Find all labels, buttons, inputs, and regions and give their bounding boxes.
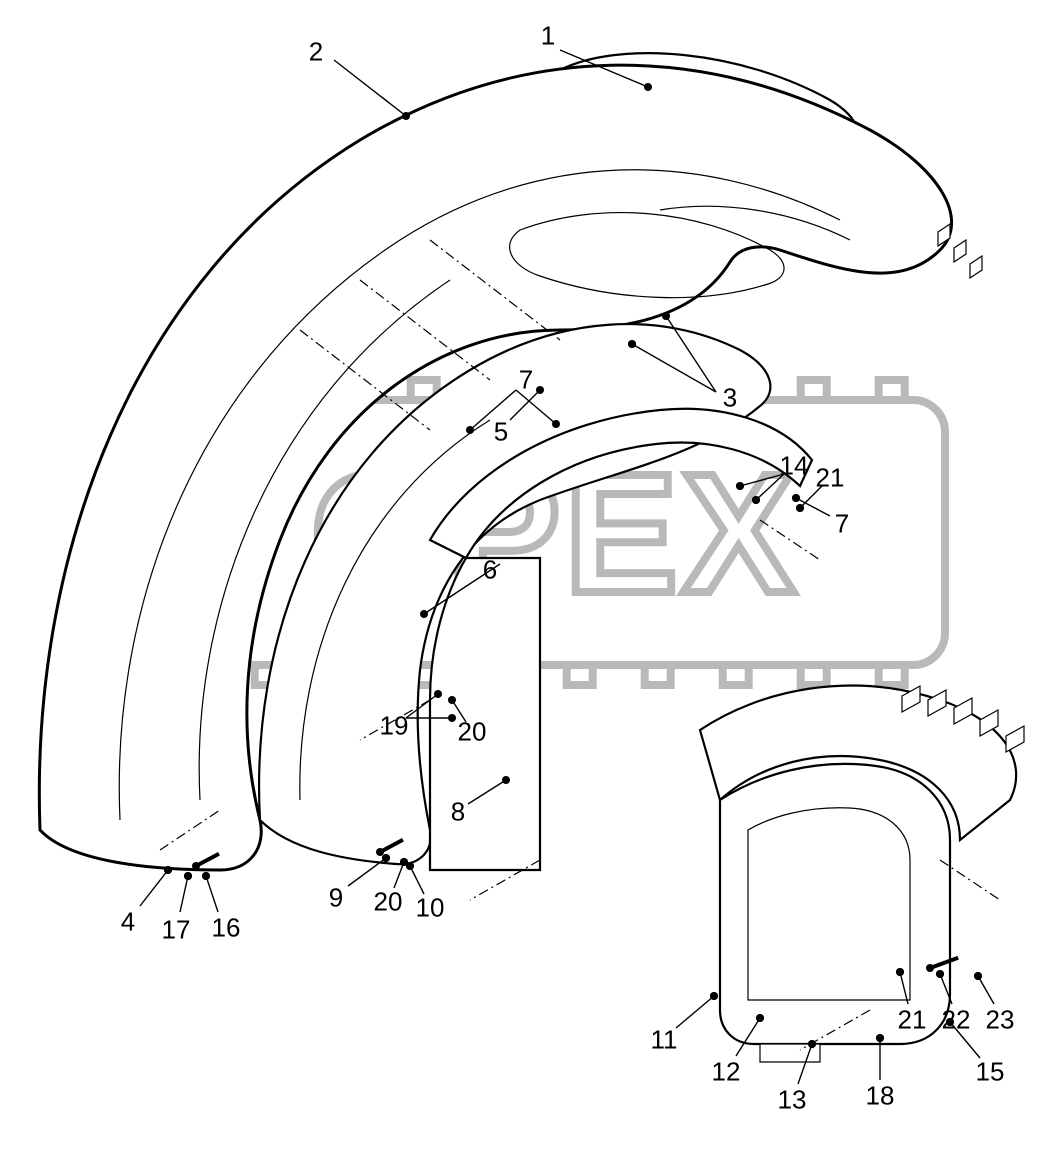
callout-label-11: 11 <box>651 1025 678 1056</box>
callout-label-22: 22 <box>942 1005 971 1036</box>
callout-dot <box>164 866 172 874</box>
callout-dot <box>710 992 718 1000</box>
callout-dot <box>792 494 800 502</box>
callout-dot <box>628 340 636 348</box>
callout-label-8: 8 <box>451 797 465 828</box>
callout-label-14: 14 <box>780 451 809 482</box>
callout-label-9: 9 <box>329 883 343 914</box>
callout-dot <box>974 972 982 980</box>
callout-dot <box>502 776 510 784</box>
callout-dot <box>796 504 804 512</box>
callout-label-3: 3 <box>723 383 737 414</box>
callout-dot <box>466 426 474 434</box>
callout-leader <box>334 60 406 116</box>
callout-label-20: 20 <box>458 717 487 748</box>
callout-label-6: 6 <box>483 555 497 586</box>
callout-leader <box>140 870 168 906</box>
callout-dot <box>876 1034 884 1042</box>
callout-label-15: 15 <box>976 1057 1005 1088</box>
callout-dot <box>736 482 744 490</box>
callout-dot <box>420 610 428 618</box>
callout-leader <box>180 876 188 912</box>
part-rear-bracket-body <box>720 764 950 1044</box>
callout-dot <box>184 872 192 880</box>
callout-label-21: 21 <box>816 463 845 494</box>
callout-label-21: 21 <box>898 1005 927 1036</box>
callout-label-12: 12 <box>712 1057 741 1088</box>
callout-dot <box>808 1040 816 1048</box>
parts-group <box>39 53 1024 1062</box>
callout-leader <box>206 876 218 912</box>
callout-label-7: 7 <box>835 509 849 540</box>
callout-dot <box>536 386 544 394</box>
callout-label-23: 23 <box>986 1005 1015 1036</box>
callout-dot <box>448 714 456 722</box>
callout-dot <box>434 690 442 698</box>
callout-leader <box>978 976 994 1004</box>
callout-label-10: 10 <box>416 893 445 924</box>
callout-label-7: 7 <box>519 365 533 396</box>
callout-label-13: 13 <box>778 1085 807 1116</box>
callout-leader <box>410 866 424 894</box>
part-splash-flap <box>430 558 540 870</box>
callout-label-4: 4 <box>121 907 135 938</box>
callout-label-18: 18 <box>866 1081 895 1112</box>
callout-label-17: 17 <box>162 915 191 946</box>
callout-leader <box>676 996 714 1028</box>
callout-dot <box>382 854 390 862</box>
callout-label-2: 2 <box>309 37 323 68</box>
callout-dot <box>752 496 760 504</box>
callout-label-20: 20 <box>374 887 403 918</box>
callout-leader <box>394 862 404 888</box>
callout-dot <box>662 312 670 320</box>
callout-label-1: 1 <box>541 21 555 52</box>
callout-dot <box>202 872 210 880</box>
callout-dot <box>644 83 652 91</box>
callout-leader <box>348 858 386 886</box>
callout-dot <box>448 696 456 704</box>
callout-label-16: 16 <box>212 913 241 944</box>
callout-label-5: 5 <box>494 417 508 448</box>
callout-dot <box>936 970 944 978</box>
callout-label-19: 19 <box>380 711 409 742</box>
callout-dot <box>552 420 560 428</box>
callout-dot <box>756 1014 764 1022</box>
callout-dot <box>896 968 904 976</box>
callout-dot <box>400 858 408 866</box>
callout-dot <box>402 112 410 120</box>
